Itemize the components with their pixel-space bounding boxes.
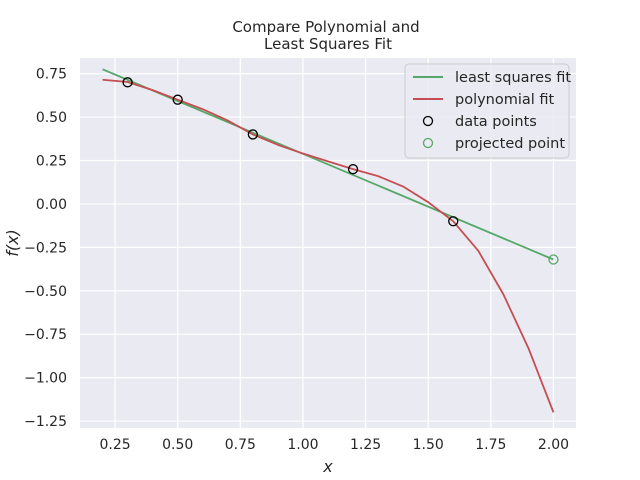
y-tick-label: −1.00 [24,371,67,387]
legend-label-polynomial-fit: polynomial fit [455,92,555,108]
x-tick-label: 1.00 [287,437,318,453]
plot-area [102,68,559,413]
series-point-data-points [247,129,258,140]
legend-swatch-data-points [422,115,434,127]
legend-box [404,63,570,159]
y-tick-labels: 0.75 0.50 0.25 0.00 −0.25 −0.50 −0.75 −1.00 −1.2… [24,67,67,430]
y-tick-label: −1.25 [24,414,67,430]
x-tick-label: 1.50 [413,437,444,453]
legend: least squares fit polynomial fit data po… [404,63,571,159]
y-tick-label: 0.00 [36,197,67,213]
legend-label-projected-point: projected point [455,136,565,152]
y-tick-label: 0.25 [36,153,67,169]
series-line-least-squares-fit [102,68,554,261]
chart-title-line-2: Least Squares Fit [264,35,392,53]
series-line-polynomial-fit [102,78,555,413]
x-tick-label: 1.25 [350,437,381,453]
y-tick-label: −0.75 [24,327,67,343]
y-tick-label: −0.50 [24,284,67,300]
y-tick-label: 0.50 [36,110,67,126]
y-axis-label: f(x) [3,229,22,257]
series-point-data-points [448,216,459,227]
x-tick-label: 1.75 [475,437,506,453]
x-tick-labels: 0.25 0.50 0.75 1.00 1.25 1.50 1.75 2.00 [99,437,569,453]
x-tick-label: 0.75 [225,437,256,453]
series-point-data-points [172,94,183,105]
x-tick-label: 0.50 [162,437,193,453]
x-axis-label: x [322,457,333,476]
x-tick-label: 2.00 [538,437,569,453]
series-point-data-points [347,164,359,175]
chart-title-line-1: Compare Polynomial and [232,18,419,36]
legend-label-data-points: data points [455,114,537,130]
legend-label-least-squares-fit: least squares fit [455,70,571,86]
series-point-data-points [122,77,133,88]
y-tick-label: 0.75 [36,67,67,83]
legend-swatch-projected-point [422,137,434,149]
series-point-projected-point [548,254,559,265]
y-tick-label: −0.25 [24,240,67,256]
x-tick-label: 0.25 [99,437,130,453]
